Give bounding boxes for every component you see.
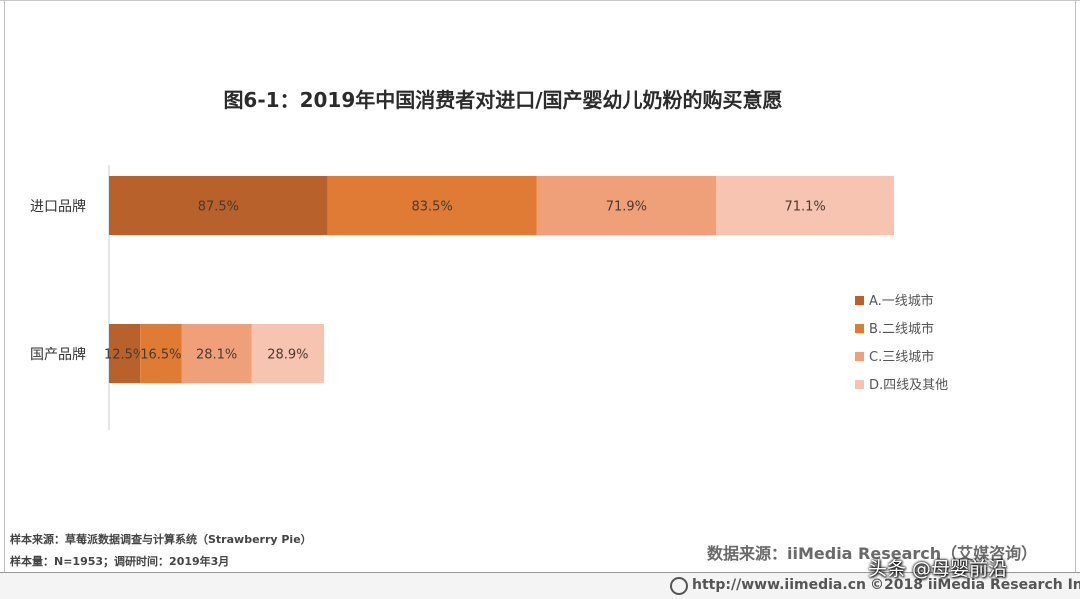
footer-copyright: ©2018 iiMedia Research Inc (870, 577, 1080, 593)
bar-label-imported-series-1: 87.5% (198, 200, 239, 215)
bar-label-domestic-series-4: 28.9% (267, 348, 308, 363)
category-label-imported: 进口品牌 (30, 198, 86, 215)
frame-right-border (1075, 0, 1076, 598)
sample-size-note: 样本量：N=1953；调研时间：2019年3月 (10, 555, 230, 568)
bar-domestic-series-2 (140, 324, 182, 383)
bar-label-domestic-series-1: 12.5% (104, 348, 145, 363)
bar-domestic-series-1 (109, 324, 141, 383)
bar-imported-series-4 (716, 176, 894, 235)
bar-imported-series-1 (109, 176, 328, 235)
bar-group: 87.5% 83.5% 71.9% 71.1% 12.5%16.5% 28.1% 28.9% (104, 176, 894, 383)
legend-swatch-1 (855, 296, 864, 305)
bar-label-domestic-series-2: 16.5% (140, 348, 181, 363)
watermark: 头条 @母婴前沿 (868, 558, 1008, 580)
legend-swatch-2 (855, 324, 864, 333)
bar-label-imported-series-3: 71.9% (606, 200, 647, 215)
globe-icon (670, 577, 688, 595)
bar-label-imported-series-4: 71.1% (784, 200, 825, 215)
legend-label-2: B.二线城市 (869, 321, 934, 337)
chart-title: 图6-1：2019年中国消费者对进口/国产婴幼儿奶粉的购买意愿 (223, 88, 782, 112)
legend-label-1: A.一线城市 (869, 293, 934, 309)
footer-url: http://www.iimedia.cn (692, 577, 866, 593)
bar-label-imported-series-2: 83.5% (411, 200, 452, 215)
footer-bar (0, 572, 1080, 599)
legend-swatch-3 (855, 352, 864, 361)
sample-source-note: 样本来源：草莓派数据调查与计算系统（Strawberry Pie） (10, 533, 312, 546)
legend-label-3: C.三线城市 (869, 349, 934, 365)
bar-domestic-series-4 (251, 324, 324, 383)
legend: A.一线城市 B.二线城市 C.三线城市 D.四线及其他 (855, 293, 948, 393)
frame-top-border (0, 0, 1080, 1)
bar-imported-series-2 (327, 176, 537, 235)
bar-imported-series-3 (536, 176, 717, 235)
bar-label-domestic-series-3: 28.1% (196, 348, 237, 363)
data-source-note: 数据来源：iiMedia Research（艾媒咨询） (707, 544, 1038, 563)
bar-domestic-series-3 (181, 324, 252, 383)
legend-swatch-4 (855, 380, 864, 389)
legend-label-4: D.四线及其他 (869, 378, 948, 393)
category-label-domestic: 国产品牌 (30, 346, 86, 363)
frame-left-border (4, 0, 5, 598)
